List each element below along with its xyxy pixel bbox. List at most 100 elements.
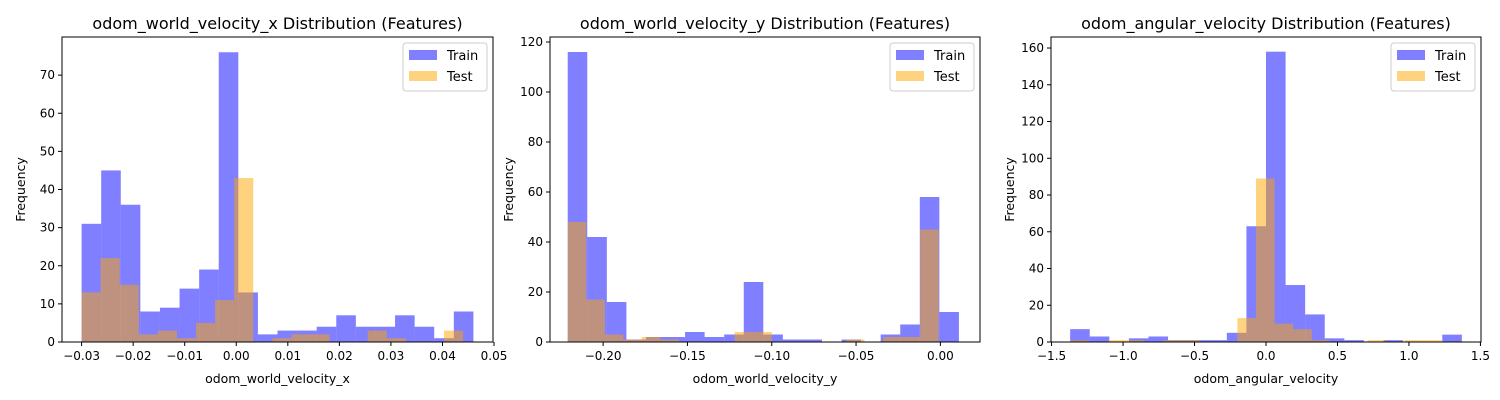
histogram-bar (234, 178, 254, 342)
histogram-bar (215, 300, 235, 342)
legend-swatch-train (896, 50, 924, 60)
x-axis-label: odom_angular_velocity (1194, 371, 1339, 386)
x-tick-label: −0.5 (1180, 349, 1209, 363)
x-tick-label: 0.02 (326, 349, 353, 363)
histogram-bar (140, 311, 160, 342)
histogram-bar (641, 337, 661, 342)
histogram-bar (414, 326, 435, 342)
legend-label-train: Train (933, 49, 965, 64)
y-tick-label: 50 (40, 144, 55, 158)
legend-label-train: Train (1434, 49, 1466, 64)
x-tick-label: −0.01 (166, 349, 203, 363)
x-tick-label: 0.5 (1328, 349, 1347, 363)
histogram-bar (763, 334, 783, 342)
legend-swatch-train (1397, 50, 1425, 60)
histogram-bar (336, 315, 356, 342)
y-tick-label: 70 (40, 68, 55, 82)
histogram-bar (1367, 340, 1387, 342)
histogram-bar (704, 337, 725, 342)
histogram-bar (753, 332, 772, 342)
y-tick-label: 100 (1021, 151, 1044, 165)
histogram-bar (1423, 340, 1442, 342)
histogram-bar (604, 334, 624, 342)
series-test-bars (81, 178, 464, 343)
legend: Train Test (889, 42, 975, 92)
x-axis-label: odom_world_velocity_y (693, 371, 838, 386)
histogram-bar (179, 288, 200, 343)
y-tick-label: 80 (1029, 188, 1044, 202)
x-tick-label: −1.0 (1108, 349, 1137, 363)
histogram-bar (782, 339, 803, 342)
y-tick-label: 40 (528, 235, 543, 249)
x-tick-label: 1.5 (1471, 349, 1490, 363)
histogram-bar (802, 339, 822, 342)
histogram-bar (1311, 340, 1331, 342)
x-tick-label: −1.5 (1037, 349, 1066, 363)
axes-frame (549, 36, 981, 343)
legend-swatch-test (1397, 71, 1425, 81)
histogram-bar (606, 302, 627, 342)
legend-label-test: Test (446, 70, 473, 85)
histogram-bar (1125, 340, 1145, 342)
histogram-bar (1107, 340, 1126, 342)
histogram-bar (1324, 338, 1345, 342)
histogram-bar (1070, 340, 1089, 342)
histogram-bar (291, 334, 311, 343)
histogram-bar (883, 337, 902, 342)
legend-swatch-test (896, 71, 924, 81)
histogram-bar (1255, 178, 1275, 342)
y-tick-label: 20 (528, 285, 543, 299)
y-tick-label: 0 (47, 335, 55, 349)
histogram-bar (1404, 340, 1424, 342)
histogram-bar (1274, 323, 1294, 342)
histogram-bar (685, 332, 705, 342)
histogram-bar (1237, 318, 1256, 342)
histogram-bar (1344, 340, 1364, 342)
histogram-bar (100, 258, 120, 343)
histogram-bar (1089, 336, 1110, 342)
histogram-bar (367, 330, 387, 342)
legend-label-test: Test (933, 70, 960, 85)
x-tick-label: 0.00 (223, 349, 250, 363)
x-tick-label: −0.15 (669, 349, 706, 363)
histogram-bar (743, 282, 764, 342)
chart-panel-1: −0.03 −0.02 −0.01 0.00 0.01 0.02 0.03 0.04 0.05 0… (13, 14, 507, 386)
y-axis-label: Frequency (501, 157, 516, 222)
x-tick-label: 0.0 (1256, 349, 1275, 363)
histogram-bar (81, 292, 101, 342)
histogram-bar (1383, 340, 1404, 342)
histogram-bar (845, 339, 865, 342)
histogram-bar (567, 222, 587, 342)
histogram-bar (1070, 329, 1090, 342)
histogram-bar (157, 330, 177, 342)
histogram-bar (1293, 329, 1312, 342)
y-tick-label: 60 (1029, 225, 1044, 239)
legend: Train Test (402, 42, 488, 92)
legend-swatch-train (409, 50, 437, 60)
histogram-bar (272, 338, 292, 342)
y-tick-label: 10 (40, 297, 55, 311)
histogram-bar (623, 339, 642, 342)
chart-title: odom_world_velocity_x Distribution (Feat… (92, 14, 462, 34)
histogram-bar (1207, 340, 1227, 342)
histogram-bar (310, 334, 330, 343)
x-tick-label: −0.03 (63, 349, 100, 363)
histogram-bar (277, 330, 298, 342)
y-tick-label: 20 (40, 259, 55, 273)
legend-label-train: Train (446, 49, 478, 64)
x-tick-label: −0.10 (753, 349, 790, 363)
histogram-bar (901, 337, 921, 342)
y-tick-label: 100 (520, 85, 543, 99)
histogram-bar (257, 334, 278, 343)
histogram-bar (734, 332, 754, 342)
legend: Train Test (1390, 42, 1476, 92)
series-test-bars (567, 222, 939, 342)
x-tick-label: 0.01 (274, 349, 301, 363)
histogram-bar (1226, 332, 1247, 342)
series-test-bars (1070, 178, 1442, 342)
y-tick-label: 120 (520, 35, 543, 49)
histogram-bar (1442, 334, 1462, 342)
histogram-bar (586, 299, 605, 342)
legend-label-test: Test (1434, 70, 1461, 85)
